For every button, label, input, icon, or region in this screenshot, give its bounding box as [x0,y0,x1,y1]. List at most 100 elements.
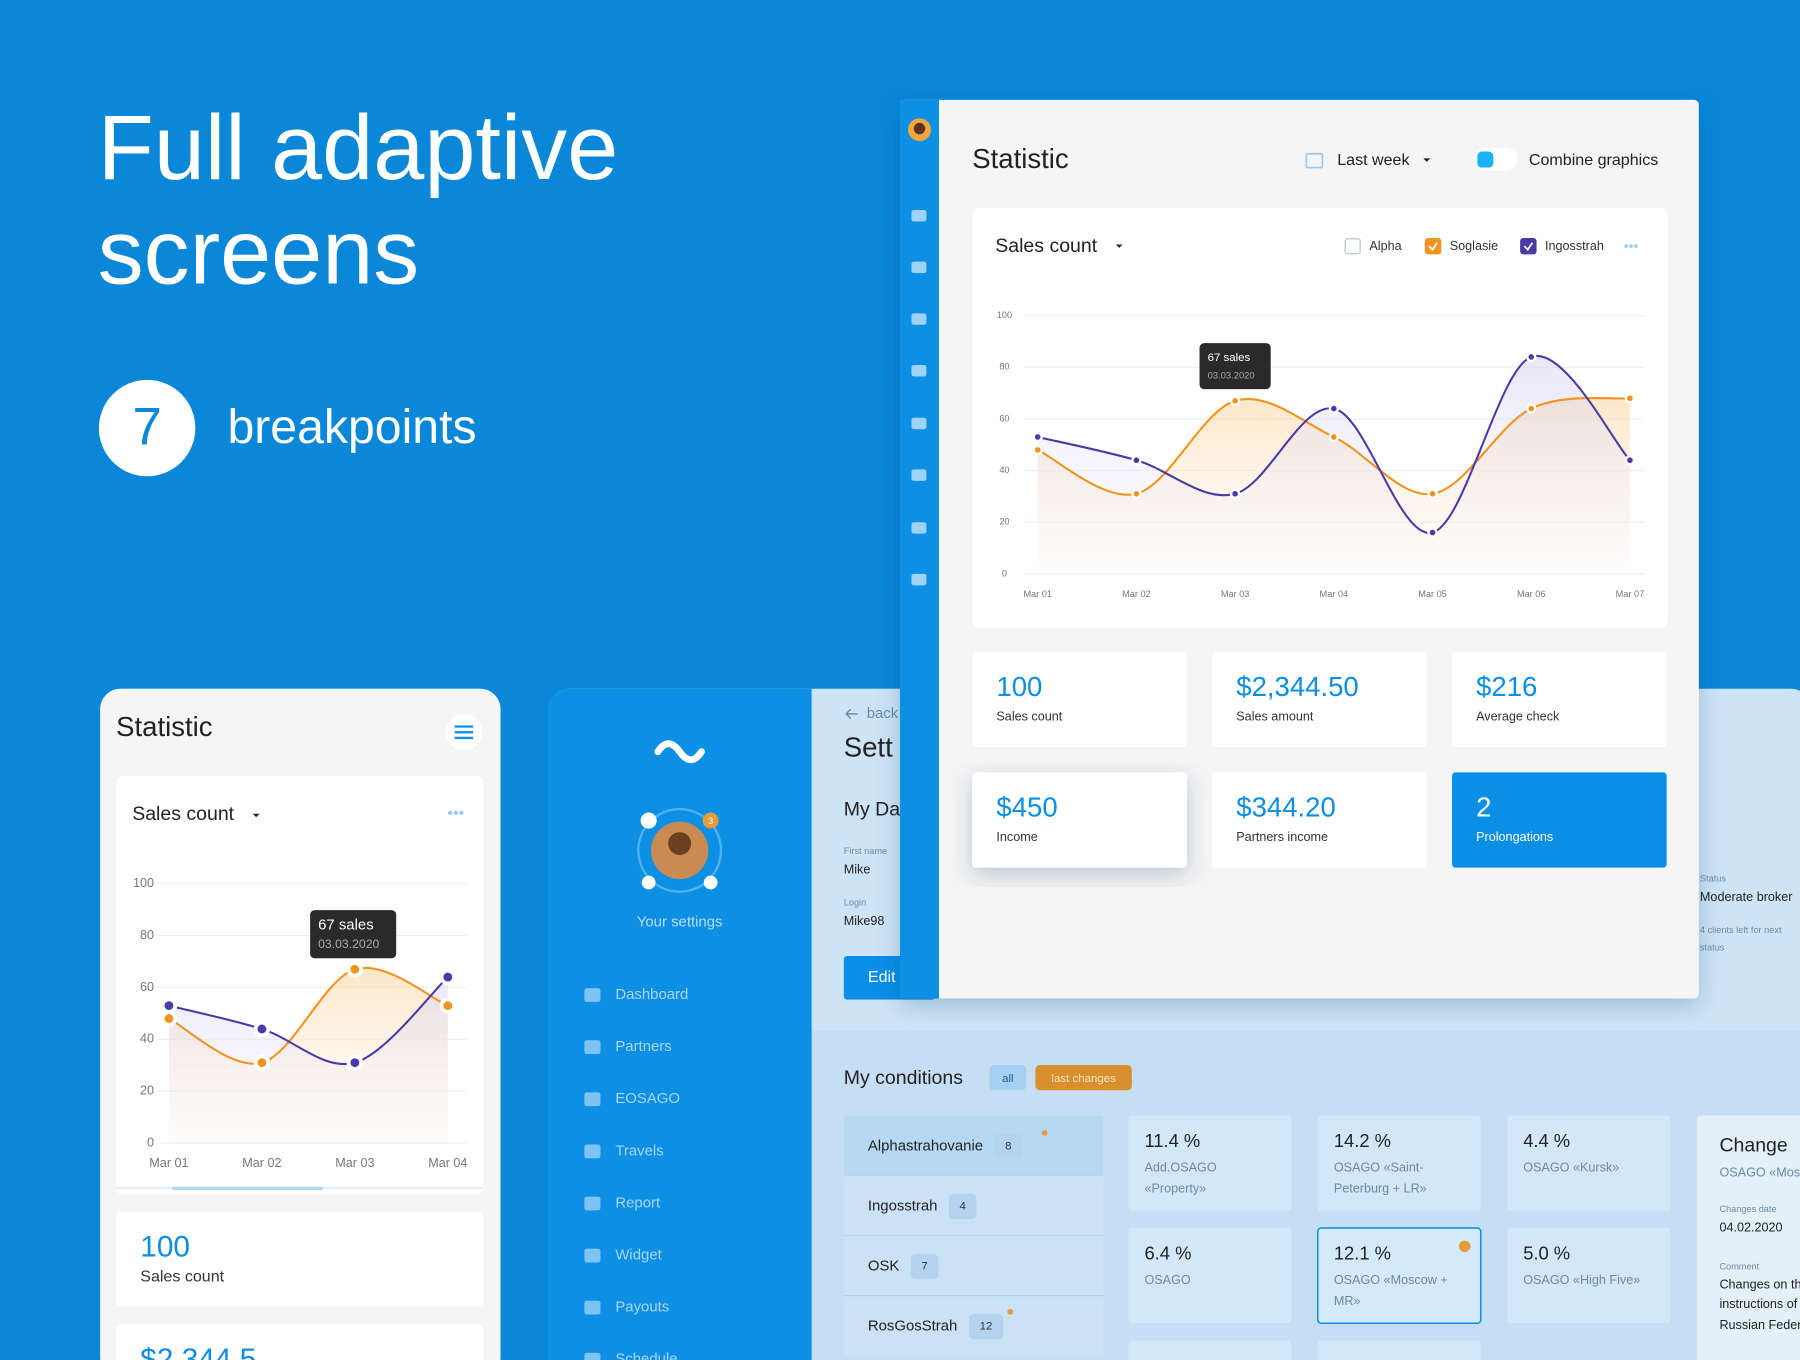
logo [654,740,705,764]
company-name: Ingosstrah [868,1198,938,1214]
status-note: 4 clients left for next [1700,925,1782,935]
point [1131,488,1142,500]
x-tick-label: Mar 03 [335,1156,374,1170]
point [1131,454,1142,466]
point [1624,393,1636,404]
y-tick-label: 100 [133,876,154,890]
menu-item[interactable]: EOSAGO [615,1091,680,1107]
x-tick-label: Mar 04 [428,1156,467,1170]
sidebar-icon[interactable] [911,210,927,222]
comment-line: Changes on th [1719,1278,1800,1292]
condition-card[interactable] [1128,1228,1292,1324]
kpi-value: $2,344.50 [1236,671,1358,702]
kpis: 100 Sales count $2,344.50 Sales amount $216 A… [972,651,1667,868]
hero: Full adaptive screens 7 breakpoints [98,97,618,477]
edit-label: Edit [868,968,896,986]
count-badge [910,1253,939,1280]
kpi-label: Partners income [1236,830,1328,844]
more[interactable]: ••• [1624,238,1639,253]
company-row[interactable] [843,1115,1104,1176]
area [1037,355,1630,574]
condition-label: Peterburg + LR» [1334,1181,1427,1195]
sidebar-icon[interactable] [911,469,927,481]
breakpoint-label: breakpoints [227,400,476,454]
condition-card[interactable] [1128,1115,1292,1211]
changes-subtitle: OSAGO «Mos [1719,1165,1800,1179]
menu-item[interactable]: Schedule [615,1352,677,1360]
sidebar [900,99,940,999]
menu-item[interactable]: Partners [615,1039,671,1055]
check [1523,242,1534,252]
sidebar-icon[interactable] [911,261,927,274]
user-icon [640,812,657,829]
period[interactable]: Last week [1337,151,1410,169]
back-arrow [845,708,858,719]
point [1526,403,1537,414]
chart: 0 20 40 60 80 100 Mar 01 Mar 02 Mar 03 Mar 04 67 s… [133,876,467,1170]
field-value: Mike98 [844,914,885,928]
point [1229,395,1241,407]
point [1032,444,1043,456]
avatar-ring [637,807,723,893]
condition-card[interactable] [1507,1228,1671,1324]
mobile-screen: Statistic Sales count ••• 0 20 40 60 80 100 Ma… [100,688,501,1360]
x-tick-label: Mar 05 [1418,589,1447,599]
chip-label: last changes [1051,1073,1116,1085]
x-tick-label: Mar 01 [149,1156,188,1170]
x-tick-label: Mar 03 [1221,589,1250,599]
kpi-card [1452,651,1667,748]
user-label: Your settings [637,915,723,931]
title: Statistic [972,143,1069,174]
sidebar-icon[interactable] [911,364,927,377]
chip[interactable] [989,1065,1027,1091]
tooltip [310,910,397,959]
y-tick-label: 100 [997,310,1012,320]
menu-item[interactable]: Payouts [615,1300,669,1316]
kpi-label: Income [996,830,1037,844]
point [160,997,178,1014]
condition-value: 6.4 % [1144,1242,1191,1263]
point [439,997,457,1014]
point [1427,527,1438,538]
menu-item[interactable]: Travels [615,1143,663,1159]
fields: First name Mike Login Mike98 [844,846,887,928]
field-label: First name [844,846,887,856]
legend-checkbox[interactable] [1520,237,1537,255]
condition-card[interactable] [1507,1115,1671,1211]
kpi-label: Sales amount [1236,710,1314,724]
kpis: 100 Sales count $2,344.5 [116,1211,484,1360]
point [439,968,457,986]
kpi-card [1452,772,1667,868]
kpi-label: Average check [1476,710,1560,724]
menu-item[interactable]: Widget [615,1247,662,1263]
sidebar-icon[interactable] [911,573,927,586]
legend-checkbox[interactable] [1424,237,1442,255]
sidebar-icon[interactable] [911,417,927,430]
tooltip-label: 67 sales [1208,352,1251,364]
scroll-thumb [172,1186,323,1191]
kpi-card [972,772,1187,868]
chip[interactable] [1035,1065,1132,1091]
sidebar-icon[interactable] [911,522,927,534]
point [1032,431,1043,443]
menu-item[interactable]: Dashboard [615,987,688,1003]
condition-card[interactable] [1317,1115,1481,1211]
condition-card[interactable] [1317,1227,1482,1325]
count: 7 [921,1261,927,1273]
breakpoint-count: 7 [132,397,161,456]
company-row[interactable] [843,1235,1104,1296]
count-badge [948,1193,977,1220]
back-link[interactable]: back [867,706,899,722]
kpi-value: $450 [996,791,1057,822]
count: 4 [960,1201,967,1213]
point [1328,403,1340,414]
condition-label: OSAGO [1144,1273,1190,1287]
kpi-value: 100 [996,671,1042,702]
legend-checkbox[interactable] [1344,237,1361,255]
badge-count: 3 [708,816,713,826]
menu-item[interactable]: Report [615,1195,661,1211]
count: 8 [1005,1141,1011,1153]
sidebar-icon[interactable] [911,313,927,325]
more[interactable]: ••• [447,804,464,822]
condition-cards: 11.4 % Add.OSAGO «Property» 14.2 % OSAGO «Sa… [1128,1115,1671,1360]
